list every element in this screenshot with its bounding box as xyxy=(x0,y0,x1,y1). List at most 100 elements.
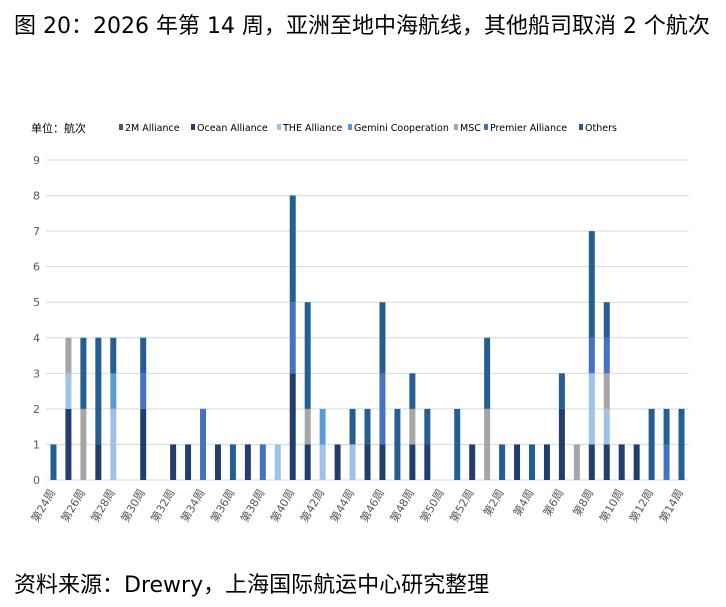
bar-segment xyxy=(558,373,565,409)
bar-segment xyxy=(170,444,177,480)
bar-segment xyxy=(95,444,102,480)
y-tick-label: 1 xyxy=(33,438,40,451)
bar-segment xyxy=(50,444,57,480)
bar-segment xyxy=(65,408,72,480)
bar-segment xyxy=(364,444,371,480)
bar-segment xyxy=(214,444,221,480)
bar-segment xyxy=(588,444,595,480)
bar-segment xyxy=(349,444,356,480)
bar-segment xyxy=(499,444,506,480)
bar-segment xyxy=(603,444,610,480)
y-tick-label: 3 xyxy=(33,367,40,380)
x-tick-label: 第10周 xyxy=(596,487,626,525)
legend-entry: THE Alliance xyxy=(282,123,342,134)
legend-swatch xyxy=(348,124,352,130)
bar-segment xyxy=(484,337,491,409)
bar-segment xyxy=(409,373,416,409)
x-tick-label: 第50周 xyxy=(417,487,447,525)
y-tick-label: 2 xyxy=(33,403,40,416)
bar-segment xyxy=(110,408,117,480)
x-tick-label: 第46周 xyxy=(357,487,387,525)
legend-swatch xyxy=(484,124,488,130)
y-tick-label: 4 xyxy=(33,332,40,345)
bar-segment xyxy=(588,373,595,445)
bar-segment xyxy=(379,444,386,480)
bar-segment xyxy=(663,408,670,445)
bar-segment xyxy=(185,444,192,480)
x-tick-label: 第52周 xyxy=(447,487,477,525)
x-tick-label: 第4周 xyxy=(510,487,537,519)
bar-segment xyxy=(229,444,236,480)
bar-segment xyxy=(110,373,117,409)
legend-entry: Premier Alliance xyxy=(490,123,567,134)
bar-segment xyxy=(289,302,296,374)
bar-segment xyxy=(528,444,535,480)
legend-swatch xyxy=(191,124,195,130)
bar-segment xyxy=(573,444,580,480)
x-tick-label: 第48周 xyxy=(387,487,417,525)
bar-segment xyxy=(469,444,476,480)
bar-segment xyxy=(543,444,550,480)
x-tick-label: 第40周 xyxy=(267,487,297,525)
y-tick-label: 6 xyxy=(33,261,40,274)
bar-segment xyxy=(454,408,461,480)
bar-segment xyxy=(289,373,296,480)
x-tick-label: 第14周 xyxy=(656,487,686,525)
x-tick-label: 第2周 xyxy=(480,487,507,519)
bar-segment xyxy=(379,373,386,445)
bar-segment xyxy=(588,231,595,338)
legend-swatch xyxy=(579,124,583,130)
x-tick-label: 第44周 xyxy=(327,487,357,525)
bar-segment xyxy=(379,302,386,374)
legend-swatch xyxy=(119,124,123,130)
bar-segment xyxy=(633,444,640,480)
bar-segment xyxy=(394,408,401,480)
bar-segment xyxy=(259,444,266,480)
bar-segment xyxy=(603,373,610,409)
legend-entry: Ocean Alliance xyxy=(197,123,268,134)
bar-segment xyxy=(558,408,565,480)
bar-segment xyxy=(618,444,625,480)
bar-segment xyxy=(65,373,72,409)
bar-segment xyxy=(409,444,416,480)
legend-entry: Gemini Cooperation xyxy=(354,123,449,134)
figure-title: 图 20：2026 年第 14 周，亚洲至地中海航线，其他船司取消 2 个航次 xyxy=(14,14,710,39)
source-note: 资料来源：Drewry，上海国际航运中心研究整理 xyxy=(14,573,490,598)
bar-segment xyxy=(514,444,521,480)
x-tick-label: 第30周 xyxy=(118,487,148,525)
bar-segment xyxy=(200,408,207,480)
chart-area: 单位：航次 2M Alliance Ocean Alliance THE Allian… xyxy=(28,104,697,550)
bar-segment xyxy=(110,337,117,374)
bar-segment xyxy=(424,408,431,445)
bar-segment xyxy=(140,373,147,409)
bar-segment xyxy=(424,444,431,480)
x-tick-label: 第12周 xyxy=(626,487,656,525)
stacked-bar-chart: 单位：航次 2M Alliance Ocean Alliance THE Allian… xyxy=(28,121,689,525)
bar-segment xyxy=(663,444,670,480)
bar-segment xyxy=(678,408,685,480)
bar-segment xyxy=(65,337,72,374)
y-tick-label: 5 xyxy=(33,296,40,309)
bar-segment xyxy=(140,337,147,374)
legend-entry: MSC xyxy=(460,123,481,134)
x-tick-label: 第38周 xyxy=(237,487,267,525)
x-tick-label: 第42周 xyxy=(297,487,327,525)
bar-segment xyxy=(274,444,281,480)
bar-segment xyxy=(648,408,655,480)
x-tick-label: 第34周 xyxy=(177,487,207,525)
bar-segment xyxy=(603,337,610,374)
bar-segment xyxy=(80,337,87,409)
x-tick-label: 第24周 xyxy=(28,487,58,525)
y-tick-label: 8 xyxy=(33,190,40,203)
bar-segment xyxy=(319,408,326,445)
x-tick-label: 第26周 xyxy=(58,487,88,525)
bar-segment xyxy=(95,337,102,445)
bar-segment xyxy=(304,302,311,409)
legend-swatch xyxy=(454,124,458,130)
bar-segment xyxy=(140,408,147,480)
bar-segment xyxy=(80,408,87,480)
bar-segment xyxy=(364,408,371,445)
bar-segment xyxy=(603,408,610,445)
bar-segment xyxy=(484,408,491,480)
bar-segment xyxy=(588,337,595,374)
